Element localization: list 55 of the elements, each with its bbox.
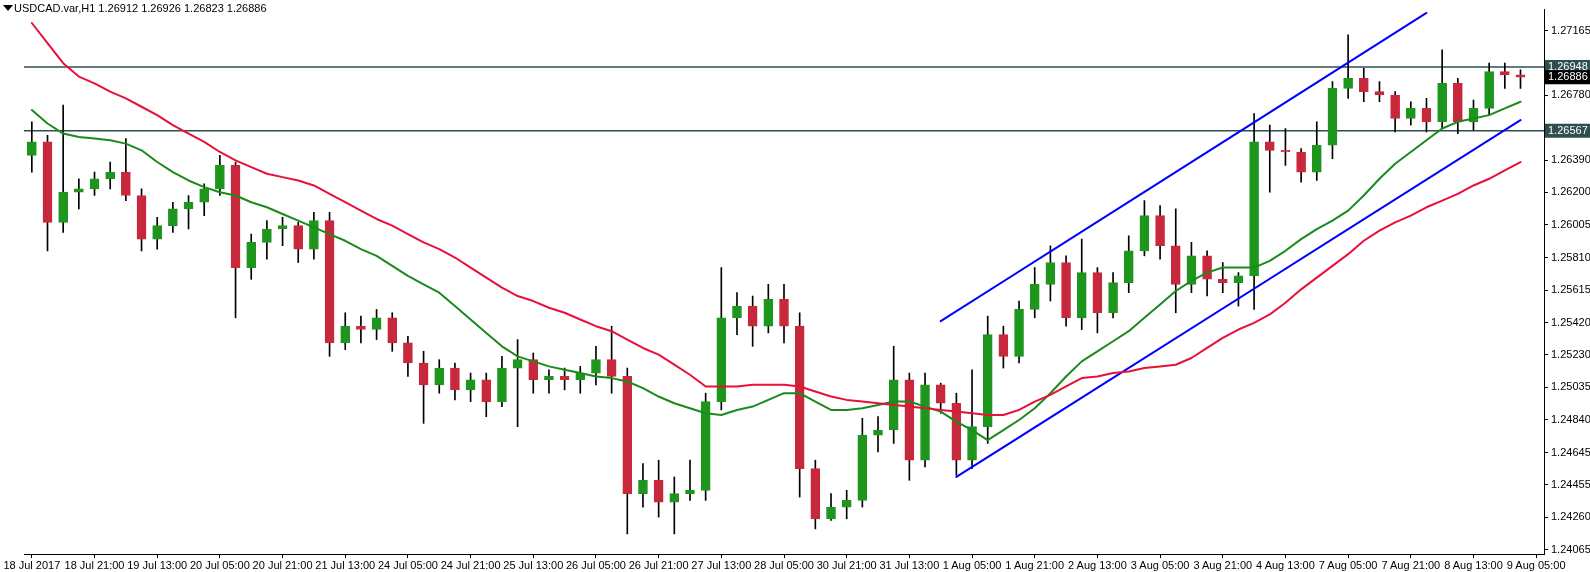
x-tick-label: 18 Jul 2017 (3, 558, 61, 571)
candlestick (74, 178, 84, 210)
y-tick-label: 1.24840 (1551, 413, 1590, 426)
y-tick-label: 1.25810 (1551, 250, 1590, 263)
y-tick-label: 1.26780 (1551, 88, 1590, 101)
y-tick-label: 1.24645 (1551, 445, 1590, 458)
candlestick (1500, 62, 1510, 89)
x-tick-label: 4 Aug 13:00 (1256, 558, 1315, 571)
y-tick-label: 1.24065 (1551, 542, 1590, 555)
x-tick-label: 7 Aug 05:00 (1318, 558, 1378, 571)
x-tick-label: 31 Jul 13:00 (879, 558, 940, 571)
x-tick-label: 3 Aug 21:00 (1193, 558, 1253, 571)
x-tick-label: 1 Aug 05:00 (942, 558, 1002, 571)
y-tick-label: 1.25615 (1551, 283, 1590, 296)
x-tick-label: 27 Jul 13:00 (691, 558, 752, 571)
x-tick-label: 7 Aug 21:00 (1381, 558, 1441, 571)
ref-line-label: 1.26567 (1548, 123, 1588, 136)
candlestick (685, 459, 695, 501)
candlestick (669, 476, 680, 535)
candlestick (356, 315, 366, 344)
x-tick-label: 18 Jul 21:00 (64, 558, 125, 571)
y-tick-label: 1.25420 (1551, 315, 1590, 328)
x-tick-label: 8 Aug 13:00 (1444, 558, 1503, 571)
x-tick-label: 20 Jul 21:00 (252, 558, 313, 571)
y-tick-label: 1.24260 (1551, 510, 1590, 523)
y-tick-label: 1.27165 (1551, 23, 1590, 36)
candlestick (1343, 34, 1353, 99)
x-tick-label: 21 Jul 13:00 (315, 558, 376, 571)
y-tick-label: 1.26390 (1551, 153, 1590, 166)
candlestick (841, 490, 852, 520)
x-tick-label: 28 Jul 05:00 (754, 558, 814, 571)
chart-title: USDCAD.var,H1 1.26912 1.26926 1.26823 1.26886 (14, 2, 267, 15)
x-tick-label: 26 Jul 21:00 (628, 558, 689, 571)
candlestick (1217, 262, 1228, 294)
y-tick-label: 1.25035 (1551, 380, 1590, 393)
x-tick-label: 2 Aug 13:00 (1068, 558, 1127, 571)
x-tick-label: 20 Jul 05:00 (189, 558, 250, 571)
candlestick (544, 369, 554, 394)
x-tick-label: 19 Jul 13:00 (127, 558, 188, 571)
x-tick-label: 24 Jul 05:00 (377, 558, 438, 571)
x-tick-label: 24 Jul 21:00 (440, 558, 501, 571)
candlestick (1264, 124, 1275, 193)
x-tick-label: 25 Jul 13:00 (503, 558, 564, 571)
x-tick-label: 30 Jul 21:00 (816, 558, 877, 571)
x-tick-label: 3 Aug 05:00 (1130, 558, 1190, 571)
x-tick-label: 1 Aug 21:00 (1005, 558, 1065, 571)
ref-line-label: 1.26948 (1548, 59, 1588, 72)
y-tick-label: 1.24455 (1551, 477, 1590, 490)
x-tick-label: 9 Aug 05:00 (1506, 558, 1566, 571)
candlestick (58, 104, 69, 233)
y-tick-label: 1.26005 (1551, 217, 1590, 230)
text: 1.26886 (1548, 70, 1588, 83)
y-tick-label: 1.25230 (1551, 347, 1590, 360)
y-tick-label: 1.26200 (1551, 185, 1590, 198)
x-tick-label: 26 Jul 05:00 (565, 558, 626, 571)
